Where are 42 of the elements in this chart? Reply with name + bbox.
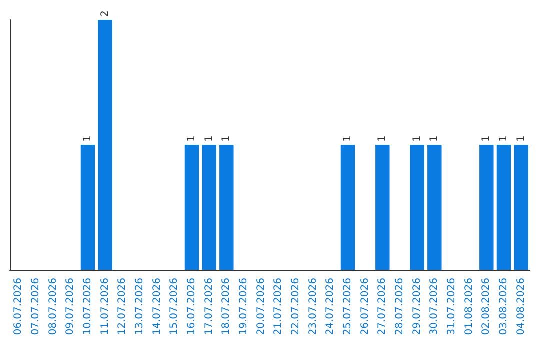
data-label: 1 — [82, 136, 94, 142]
x-tick-label: 24.07.2026 — [325, 278, 336, 336]
data-label: 1 — [377, 136, 388, 142]
x-tick-label: 25.07.2026 — [342, 278, 354, 336]
x-tick-label: 31.07.2026 — [446, 278, 458, 336]
x-tick-label: 14.07.2026 — [152, 278, 163, 336]
x-tick-label: 29.07.2026 — [412, 278, 423, 336]
x-tick-label: 09.07.2026 — [65, 278, 76, 336]
x-tick-label: 23.07.2026 — [308, 278, 319, 336]
x-tick-label: 03.08.2026 — [498, 278, 510, 336]
x-tick-label: 27.07.2026 — [377, 278, 388, 336]
x-tick-label: 18.07.2026 — [221, 278, 232, 336]
x-tick-label: 22.07.2026 — [290, 278, 302, 336]
x-tick-label: 26.07.2026 — [360, 278, 371, 336]
x-tick-label: 30.07.2026 — [429, 278, 440, 336]
x-tick-label: 06.07.2026 — [13, 278, 24, 336]
x-tick-label: 13.07.2026 — [134, 278, 146, 336]
x-tick-label: 07.07.2026 — [30, 278, 42, 336]
x-tick-label: 19.07.2026 — [238, 278, 250, 336]
data-label: 1 — [498, 136, 510, 142]
data-label: 1 — [412, 136, 423, 142]
x-tick-label: 10.07.2026 — [82, 278, 94, 336]
data-label: 2 — [100, 10, 111, 17]
x-tick-label: 28.07.2026 — [394, 278, 406, 336]
x-tick-label: 16.07.2026 — [186, 278, 198, 336]
data-label: 1 — [516, 136, 527, 142]
x-tick-label: 21.07.2026 — [273, 278, 284, 336]
x-tick-label: 01.08.2026 — [464, 278, 475, 336]
x-tick-label: 12.07.2026 — [117, 278, 128, 336]
x-tick-label: 11.07.2026 — [100, 278, 111, 336]
x-tick-label: 04.08.2026 — [516, 278, 527, 336]
x-tick-label: 02.08.2026 — [481, 278, 492, 336]
data-label: 1 — [342, 136, 354, 142]
data-label: 1 — [429, 136, 440, 142]
x-tick-label: 20.07.2026 — [256, 278, 267, 336]
data-label: 1 — [481, 136, 492, 142]
x-tick-label: 08.07.2026 — [48, 278, 59, 336]
data-label: 1 — [204, 136, 215, 142]
x-tick-label: 17.07.2026 — [204, 278, 215, 336]
x-tick-label: 15.07.2026 — [169, 278, 180, 336]
data-label: 1 — [221, 136, 232, 142]
data-label: 1 — [186, 136, 198, 142]
